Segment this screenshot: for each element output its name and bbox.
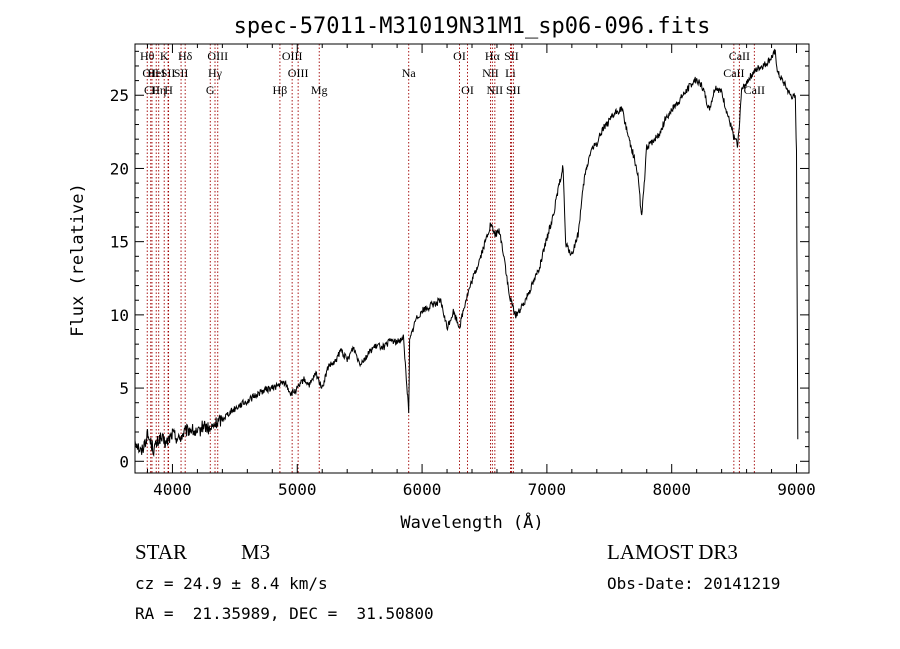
line-label-10: G xyxy=(206,83,215,97)
line-label-11: Hγ xyxy=(208,66,223,80)
line-label-22: NII xyxy=(487,83,504,97)
line-label-23: Li xyxy=(505,66,516,80)
survey-name: LAMOST DR3 xyxy=(607,540,738,564)
y-tick-label-4: 20 xyxy=(110,159,129,178)
object-class: STAR xyxy=(135,540,187,564)
line-label-14: OIII xyxy=(282,49,303,63)
line-label-21: NII xyxy=(482,66,499,80)
x-tick-label-5: 9000 xyxy=(777,480,816,499)
line-label-19: OI xyxy=(461,83,474,97)
obs-date: Obs-Date: 20141219 xyxy=(607,574,781,593)
x-axis-label: Wavelength (Å) xyxy=(400,511,543,533)
spectral-line-markers: HθOIICIIHeIHηKSIIHHδSIIGHγOIIIHβOIIIOIII… xyxy=(140,44,765,473)
y-tick-label-0: 0 xyxy=(119,452,129,471)
x-tick-label-3: 7000 xyxy=(528,480,567,499)
x-tick-label-0: 4000 xyxy=(153,480,192,499)
redshift-cz: cz = 24.9 ± 8.4 km/s xyxy=(135,574,328,593)
y-tick-label-2: 10 xyxy=(110,306,129,325)
series-line-spectrum xyxy=(134,48,799,457)
line-label-8: Hδ xyxy=(178,49,193,63)
y-tick-label-3: 15 xyxy=(110,233,129,252)
line-label-7: H xyxy=(164,83,173,97)
axes: 4000 5000 6000 7000 8000 9000 0 5 10 15 20 25 xyxy=(110,43,816,499)
coordinates: RA = 21.35989, DEC = 31.50800 xyxy=(135,604,434,623)
line-label-16: Mg xyxy=(311,83,328,97)
line-label-15: OIII xyxy=(288,66,309,80)
line-label-26: CaII xyxy=(723,66,744,80)
line-label-12: OIII xyxy=(207,49,228,63)
line-label-0: Hθ xyxy=(140,49,155,63)
y-axis-label: Flux (relative) xyxy=(68,183,88,337)
line-label-5: K xyxy=(160,49,169,63)
line-label-17: Na xyxy=(402,66,417,80)
object-subclass: M3 xyxy=(241,540,271,564)
line-label-27: CaII xyxy=(729,49,750,63)
line-label-28: CaII xyxy=(744,83,765,97)
x-tick-label-2: 6000 xyxy=(403,480,442,499)
spectrum-series xyxy=(134,48,799,457)
line-label-4: Hη xyxy=(151,83,166,97)
line-label-6: SII xyxy=(161,66,176,80)
y-tick-label-1: 5 xyxy=(119,379,129,398)
line-label-25: SII xyxy=(506,83,521,97)
line-label-20: Hα xyxy=(485,49,501,63)
line-label-1: OII xyxy=(142,66,159,80)
y-tick-label-5: 25 xyxy=(110,86,129,105)
line-label-13: Hβ xyxy=(273,83,288,97)
line-label-3: HeI xyxy=(147,66,165,80)
line-label-9: SII xyxy=(174,66,189,80)
chart-title: spec-57011-M31019N31M1_sp06-096.fits xyxy=(234,14,711,39)
line-label-24: SII xyxy=(504,49,519,63)
x-tick-label-1: 5000 xyxy=(278,480,317,499)
x-tick-label-4: 8000 xyxy=(652,480,691,499)
line-label-18: OI xyxy=(453,49,466,63)
